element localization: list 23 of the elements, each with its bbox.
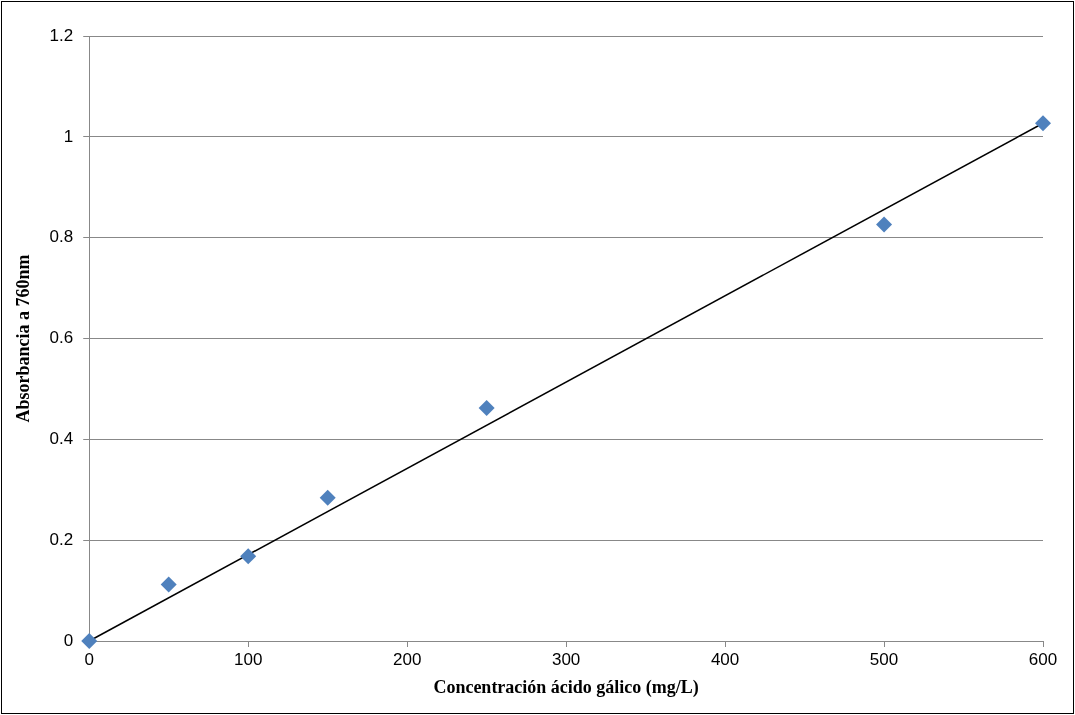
point [1035,115,1051,132]
point [160,576,177,593]
x-tick-label: 200 [392,649,422,669]
point [81,633,98,649]
x-tick-label: 500 [869,649,899,669]
x-axis-title: Concentración ácido gálico (mg/L) [433,676,699,698]
point [478,400,495,417]
y-tick-label: 0 [63,630,74,650]
y-tick-label: 1.2 [49,25,74,45]
point [319,489,336,506]
y-tick-label: 0.4 [49,429,74,449]
x-tick-label: 600 [1028,649,1058,669]
x-tick-label: 0 [84,649,94,669]
x-tick-label: 400 [710,649,740,669]
y-tick-label: 0.6 [49,328,74,348]
y-tick-label: 0.8 [49,227,74,247]
x-tick-label: 100 [234,649,263,669]
y-tick-label: 1 [63,126,74,146]
point [240,548,257,565]
y-tick-label: 0.2 [49,529,74,549]
y-axis-title: Absorbancia a 760nm [13,254,34,423]
point [876,216,893,233]
x-tick-label: 300 [551,649,581,669]
